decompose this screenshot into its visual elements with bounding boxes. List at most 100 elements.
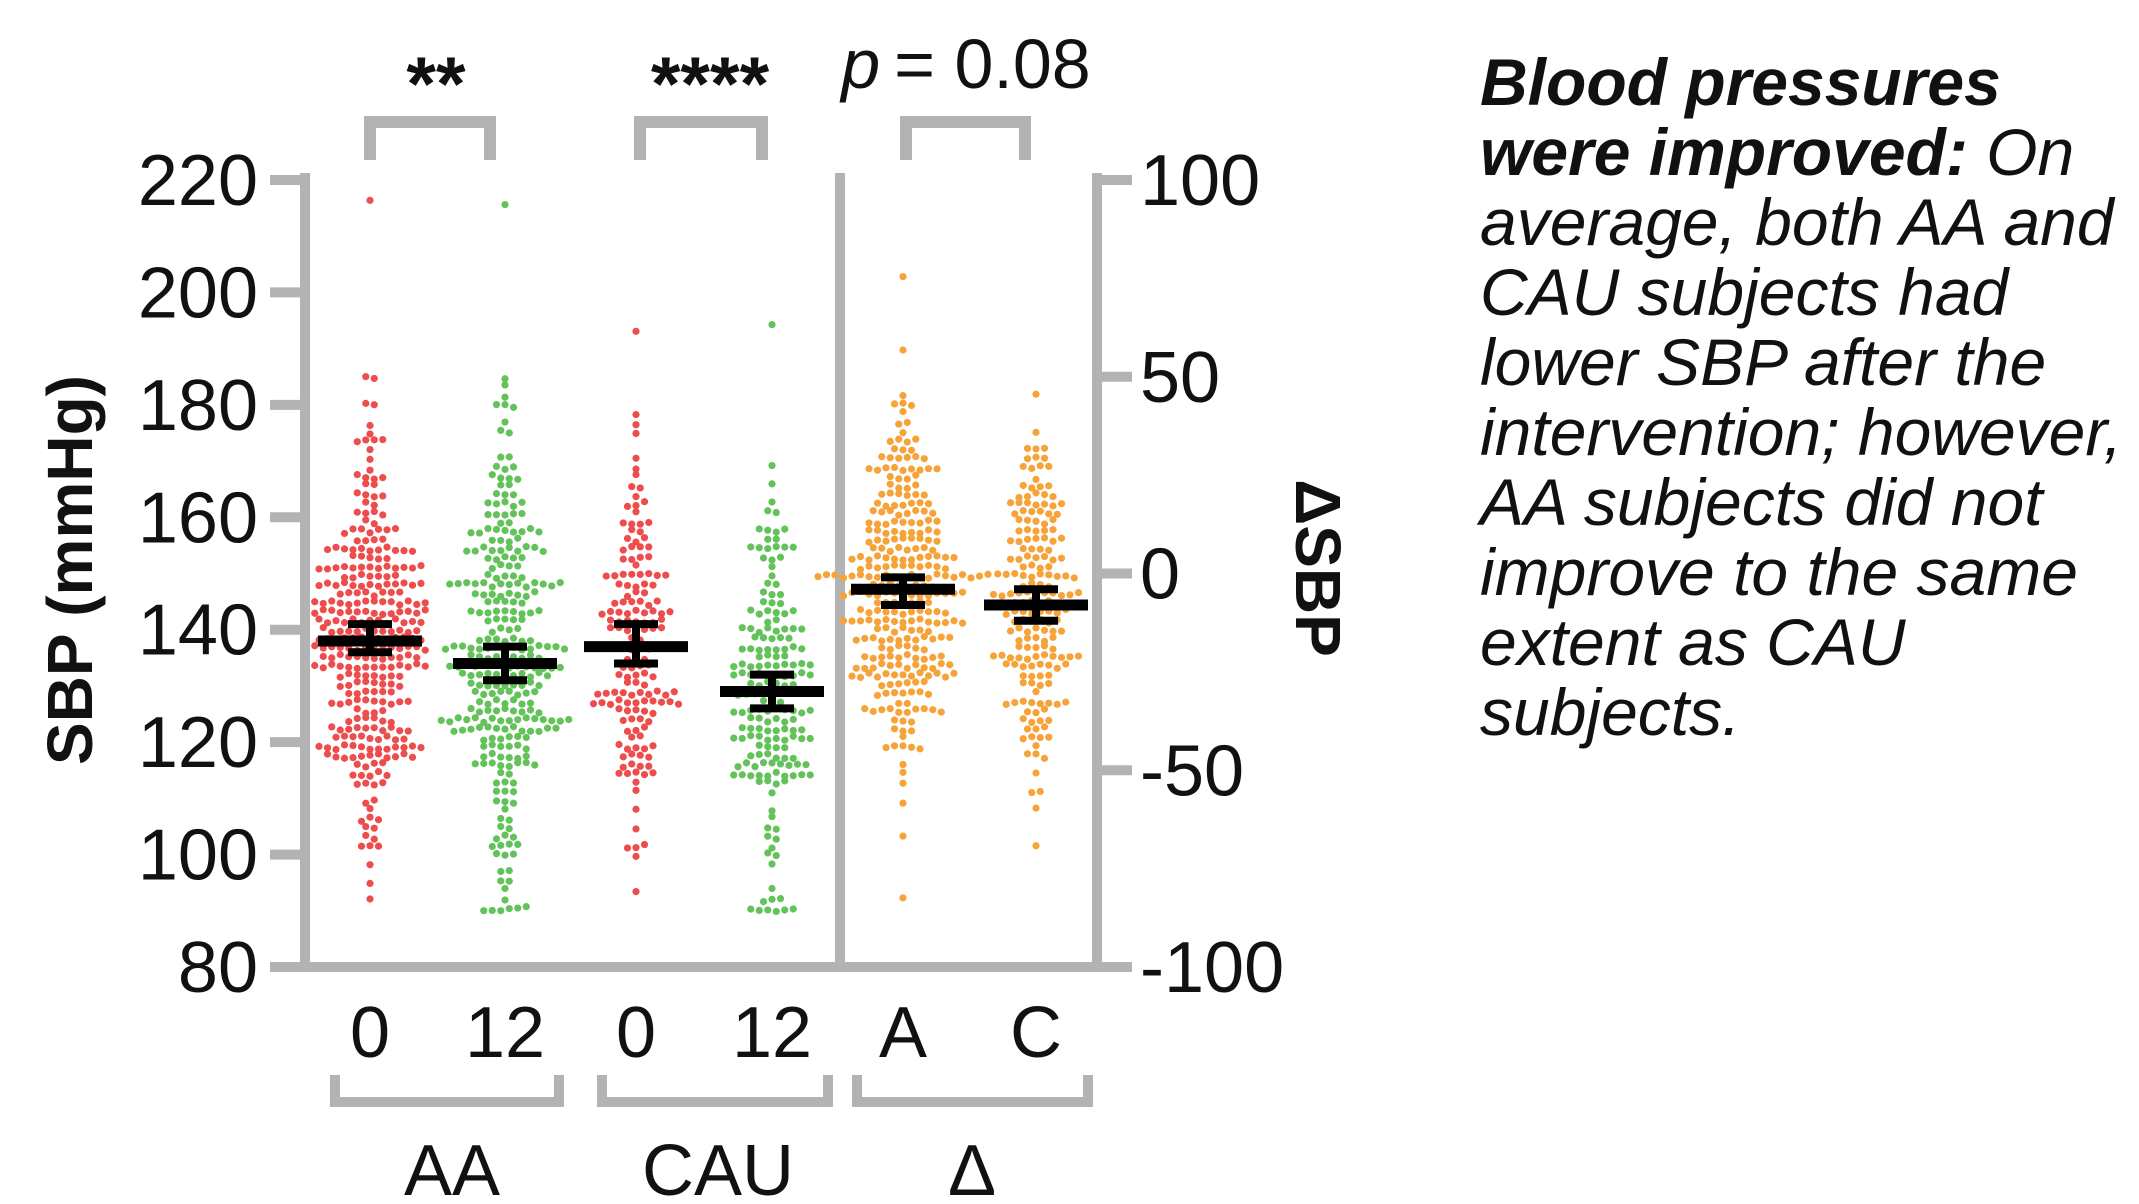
data-point [623,727,632,735]
data-point [1036,570,1044,578]
data-point [772,662,780,670]
data-point [747,543,755,551]
data-point [340,754,349,762]
data-point [1045,571,1053,579]
data-point [958,619,967,627]
data-point [657,698,666,706]
data-point [522,583,530,591]
data-point [509,598,518,606]
data-point [413,609,421,617]
data-point [497,877,505,885]
data-point [764,661,772,669]
data-point [772,768,780,776]
data-point [362,498,370,506]
data-point [1028,698,1036,707]
data-point [362,607,370,615]
data-point [632,327,640,335]
data-point [632,744,640,752]
data-point [518,498,526,506]
data-point [454,714,462,722]
data-point [366,563,374,571]
data-point [670,688,678,696]
data-point [958,588,967,596]
right-axis-title: ΔSBP [1282,479,1354,657]
data-point [1036,660,1044,668]
data-point [379,698,387,706]
data-point [501,393,509,401]
data-point [747,752,755,760]
data-point [454,580,462,588]
data-point [886,454,894,462]
data-point [653,687,661,695]
data-point [370,688,378,696]
data-point [929,664,937,673]
data-point [497,841,505,849]
data-point [518,700,526,708]
data-point [484,635,492,643]
data-point [751,633,759,641]
data-point [755,628,763,637]
data-point [839,574,848,582]
data-point [865,573,873,581]
data-point [907,608,916,616]
data-point [518,610,526,618]
data-point [768,807,776,815]
data-point [899,556,907,564]
data-point [366,895,374,903]
data-point [336,700,344,708]
data-point [497,735,505,743]
data-point [488,842,496,851]
data-point [509,616,518,624]
data-point [886,645,894,654]
data-point [1032,624,1040,632]
data-point [471,760,479,768]
data-point [1036,733,1044,742]
data-point [882,608,890,616]
data-point [1040,553,1049,561]
data-point [907,499,916,507]
data-point [772,744,780,752]
data-point [441,645,450,653]
data-point [632,493,640,501]
data-point [370,679,378,687]
data-point [323,579,332,587]
data-point [1040,520,1049,528]
data-point [1062,660,1070,668]
data-point [933,552,941,560]
data-point [793,760,802,768]
mean-markers [318,573,1088,713]
data-point [941,553,950,561]
data-point [768,320,776,329]
data-point [772,835,780,843]
data-point [899,768,907,776]
data-point [492,635,501,643]
data-point [383,573,391,581]
data-point [514,840,522,849]
data-point [501,465,509,473]
data-point [404,607,412,615]
data-point [357,732,366,740]
caption-heading: Blood pressures were improved: [1480,45,2001,189]
data-point [873,536,882,544]
data-point [747,679,755,688]
data-point [1032,725,1040,733]
data-point [785,634,793,642]
data-point [920,632,928,641]
data-point [895,475,903,483]
data-point [370,709,378,717]
data-point [747,714,755,722]
data-point [798,669,806,677]
data-point [497,687,505,695]
data-point [362,672,370,680]
data-point [606,624,615,632]
data-point [417,579,425,588]
data-point [484,706,492,714]
data-point [1023,655,1032,663]
data-point [623,707,632,715]
data-point [370,480,378,489]
data-point [505,866,513,875]
data-point [975,572,984,580]
data-point [400,750,408,758]
data-point [475,645,484,653]
data-point [640,771,649,779]
